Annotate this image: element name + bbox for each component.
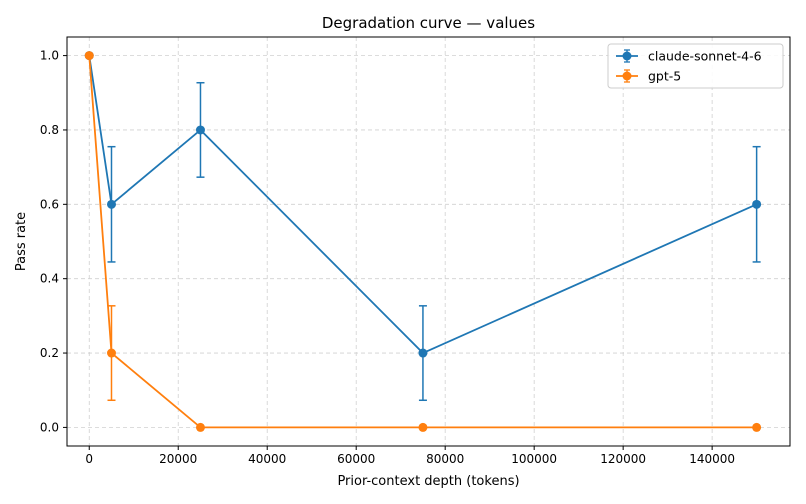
data-point: [106, 199, 116, 209]
data-point: [418, 422, 428, 432]
data-point: [752, 199, 762, 209]
legend-box: [607, 43, 784, 89]
x-tick-label: 100000: [511, 452, 557, 466]
series-gpt-5: [84, 51, 762, 432]
legend-item: gpt-5: [616, 69, 681, 84]
data-point: [752, 422, 762, 432]
legend-label: gpt-5: [648, 69, 681, 84]
y-tick-label: 0.2: [40, 346, 59, 360]
x-tick-label: 60000: [337, 452, 375, 466]
legend: claude-sonnet-4-6 gpt-5: [607, 43, 784, 89]
axis-layer: 0 20000 40000 60000 80000 100000 120000 140000 0…: [40, 49, 735, 466]
x-tick-label: 0: [85, 452, 93, 466]
data-point: [195, 422, 205, 432]
x-tick-label: 80000: [426, 452, 464, 466]
data-point: [195, 125, 205, 135]
data-point: [84, 51, 94, 61]
legend-item: claude-sonnet-4-6: [616, 49, 762, 64]
data-point: [106, 348, 116, 358]
x-tick-label: 20000: [159, 452, 197, 466]
legend-label: claude-sonnet-4-6: [648, 49, 762, 64]
plot-frame: [66, 36, 791, 447]
x-tick-label: 120000: [600, 452, 646, 466]
chart-title: Degradation curve — values: [322, 14, 535, 32]
y-tick-label: 0.0: [40, 420, 59, 434]
x-tick-label: 140000: [689, 452, 735, 466]
legend-marker: [622, 71, 632, 81]
y-tick-label: 0.4: [40, 272, 59, 286]
y-tick-label: 0.8: [40, 123, 59, 137]
y-tick-label: 1.0: [40, 49, 59, 63]
y-axis-title: Pass rate: [14, 212, 29, 271]
y-tick-label: 0.6: [40, 197, 59, 211]
x-axis-title: Prior-context depth (tokens): [337, 474, 519, 489]
series-layer: [84, 51, 762, 432]
x-tick-label: 40000: [248, 452, 286, 466]
legend-marker: [622, 51, 632, 61]
data-point: [418, 348, 428, 358]
